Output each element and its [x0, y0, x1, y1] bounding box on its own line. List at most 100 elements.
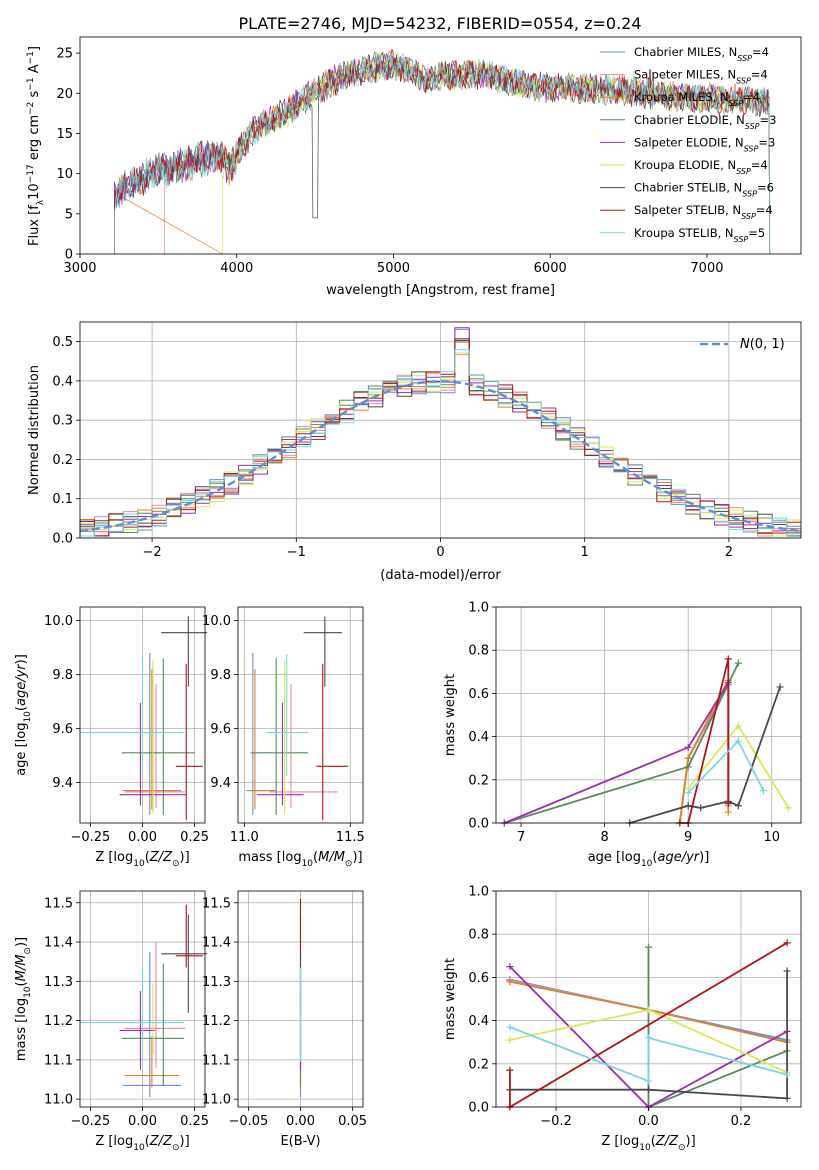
- y-tick-label: 9.4: [210, 776, 231, 791]
- x-tick-label: 5000: [377, 261, 410, 276]
- weight-marker: [734, 802, 742, 810]
- legend-entry: N(0, 1): [740, 337, 785, 352]
- weight-marker: [734, 737, 742, 745]
- plot-area: [79, 327, 802, 538]
- x-axis-label: age [log10(age/yr)]: [588, 850, 710, 869]
- axes-frame: [237, 890, 364, 1108]
- y-tick-label: 11.2: [44, 1014, 73, 1029]
- y-tick-label: 1.0: [468, 885, 489, 900]
- panel-mass-weight-vs-Z: −0.2 0.0 0.2 0.0 0.2 0.4 0.6 0.8 1.0 Z [log10(Z/Z…: [443, 885, 802, 1153]
- x-tick-label: 4000: [220, 261, 253, 276]
- y-axis-label: age [log10(age/yr)]: [14, 654, 33, 776]
- x-tick-label: 9: [684, 830, 692, 845]
- y-tick-label: 11.3: [202, 975, 231, 990]
- x-tick-label: 0.2: [731, 1114, 752, 1129]
- weight-marker: [645, 943, 652, 951]
- plot-area: [80, 616, 208, 821]
- x-tick-label: −0.05: [228, 1114, 268, 1129]
- x-tick-label: 8: [600, 830, 608, 845]
- weight-marker: [684, 789, 692, 797]
- weight-marker: [724, 800, 732, 808]
- weight-marker: [783, 967, 791, 975]
- panel-residual-histogram: −2 −1 0 1 2 0.0 0.1 0.2 0.3 0.4 0.5 N(0, 1) (data-mo…: [27, 321, 802, 583]
- weight-marker: [645, 1034, 652, 1042]
- weight-line-7: [509, 970, 788, 1100]
- x-tick-label: 0.25: [180, 830, 209, 845]
- x-tick-label: 10: [763, 830, 780, 845]
- y-tick-label: 11.1: [44, 1053, 73, 1068]
- weight-marker: [734, 659, 742, 667]
- panel-mass-vs-Z: −0.25 0.00 0.25 11.0 11.1 11.2 11.3 11.4 11.5 Z […: [14, 890, 209, 1153]
- weight-line-9: [509, 1026, 788, 1083]
- axes-frame: [495, 890, 802, 1108]
- weight-marker: [645, 1077, 652, 1085]
- x-tick-label: 0.00: [128, 1114, 157, 1129]
- x-tick-label: 11.0: [230, 830, 259, 845]
- y-tick-label: 11.3: [44, 975, 73, 990]
- weight-line-3: [678, 679, 730, 824]
- weight-marker: [645, 1086, 652, 1094]
- weight-line-7: [629, 686, 781, 824]
- x-axis-label: wavelength [Angstrom, rest frame]: [326, 283, 555, 298]
- y-tick-label: 25: [56, 47, 73, 62]
- y-tick-label: 0.1: [52, 492, 73, 507]
- legend-entry: Salpeter ELODIE, NSSP=3: [634, 135, 775, 153]
- axes-frame: [79, 321, 802, 539]
- weight-line-2: [678, 682, 730, 824]
- y-axis-label: mass weight: [443, 674, 458, 756]
- spectrum-legend: Chabrier MILES, NSSP=4 Salpeter MILES, NS…: [600, 45, 776, 243]
- x-axis-label: mass [log10(M/M⊙)]: [238, 850, 362, 869]
- panel-age-vs-mass: 11.0 11.5 9.4 9.6 9.8 10.0 mass [log10(M/M⊙)]: [202, 606, 365, 869]
- x-axis-label: Z [log10(Z/Z⊙)]: [601, 1134, 695, 1153]
- weight-marker: [783, 939, 791, 947]
- x-tick-label: 0.25: [180, 1114, 209, 1129]
- x-tick-label: 2: [725, 545, 733, 560]
- weight-line-4: [647, 947, 788, 1109]
- x-axis-label: (data-model)/error: [380, 568, 501, 583]
- histogram-9: [79, 349, 801, 538]
- x-tick-label: 1: [581, 545, 589, 560]
- axes-frame: [79, 36, 802, 255]
- y-tick-label: 11.4: [202, 936, 231, 951]
- legend-entry: Chabrier MILES, NSSP=4: [634, 45, 769, 63]
- x-tick-label: 0.00: [286, 1114, 315, 1129]
- y-tick-label: 11.0: [202, 1093, 231, 1108]
- x-tick-label: 7: [517, 830, 525, 845]
- x-tick-label: 0.05: [338, 1114, 367, 1129]
- plot-area: [246, 616, 349, 821]
- y-axis-label: mass weight: [443, 958, 458, 1040]
- y-tick-label: 0.4: [468, 730, 489, 745]
- y-tick-label: 9.8: [210, 668, 231, 683]
- y-tick-label: 9.4: [52, 776, 73, 791]
- weight-marker: [506, 1066, 514, 1074]
- y-axis-label: mass [log10(M/M⊙)]: [14, 937, 33, 1061]
- y-tick-label: 0.2: [468, 773, 489, 788]
- y-tick-label: 0.6: [468, 687, 489, 702]
- y-tick-label: 11.5: [202, 896, 231, 911]
- weight-marker: [684, 802, 692, 810]
- legend-entry: Kroupa MILES, NSSP=4: [634, 90, 760, 108]
- x-tick-label: 3000: [63, 261, 96, 276]
- weight-marker: [776, 683, 784, 691]
- y-tick-label: 0.2: [468, 1057, 489, 1072]
- legend-entry: Kroupa STELIB, NSSP=5: [634, 226, 765, 244]
- axes-frame: [79, 606, 206, 824]
- y-axis-label: Normed distribution: [27, 365, 42, 495]
- weight-line-8: [679, 658, 730, 824]
- x-axis-label: Z [log10(Z/Z⊙)]: [95, 850, 189, 869]
- legend-entry: Salpeter STELIB, NSSP=4: [634, 203, 773, 221]
- weight-marker: [684, 763, 692, 771]
- panel-mass-weight-vs-age: 7 8 9 10 0.0 0.2 0.4 0.6 0.8 1.0 age [log10(age/yr…: [443, 601, 802, 869]
- x-tick-label: −0.2: [540, 1114, 572, 1129]
- weight-marker: [684, 754, 692, 762]
- y-tick-label: 11.4: [44, 936, 73, 951]
- y-tick-label: 9.6: [52, 722, 73, 737]
- x-axis-label: E(B-V): [280, 1134, 320, 1149]
- axes-frame: [237, 606, 364, 824]
- weight-marker: [645, 1006, 652, 1014]
- y-tick-label: 0.0: [468, 1101, 489, 1116]
- x-tick-label: 7000: [690, 261, 723, 276]
- y-tick-label: 9.6: [210, 722, 231, 737]
- plot-area: [500, 655, 792, 827]
- x-tick-label: 11.5: [336, 830, 365, 845]
